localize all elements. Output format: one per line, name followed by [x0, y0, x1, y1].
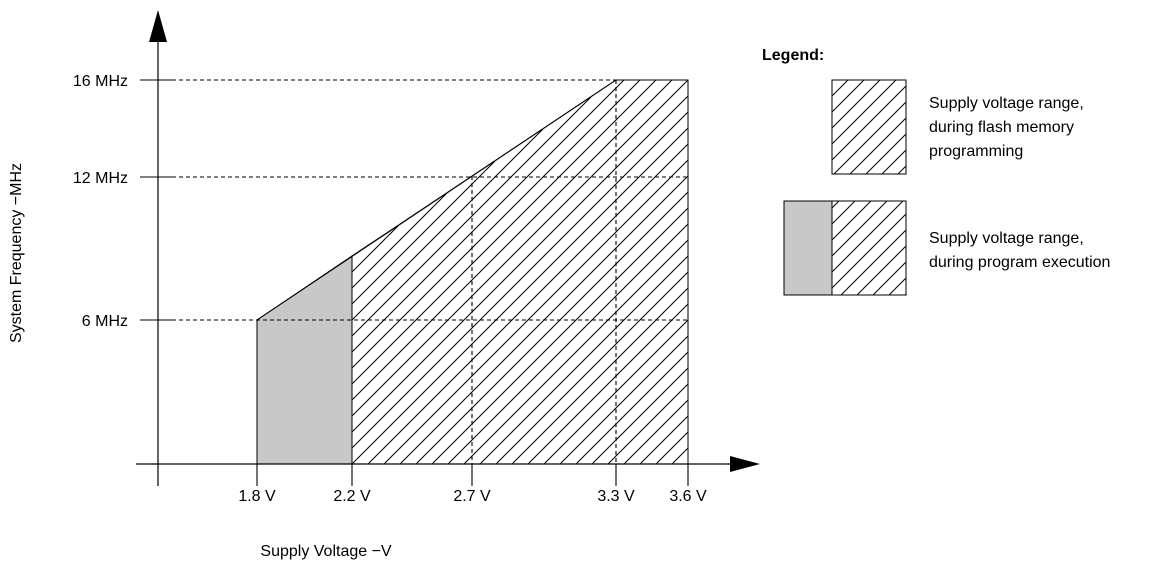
y-tick-label: 16 MHz: [73, 73, 128, 90]
axes-layer: [136, 10, 760, 486]
x-axis-label: Supply Voltage −V: [260, 543, 392, 560]
legend-entry-execution: Supply voltage range, during program exe…: [783, 200, 1110, 296]
region-program-execution-only: [256, 255, 353, 465]
region-layer: [256, 79, 689, 465]
y-axis-label: System Frequency −MHz: [8, 163, 25, 343]
x-tick-label: 1.8 V: [238, 488, 276, 505]
legend-entry-flash: Supply voltage range, during flash memor…: [831, 79, 1084, 175]
x-tick-label: 2.2 V: [333, 488, 371, 505]
legend-swatch-hatched-2: [831, 200, 907, 296]
legend-title: Legend:: [762, 47, 824, 64]
legend-entry-execution-line-1: Supply voltage range,: [929, 230, 1084, 247]
x-tick-label: 3.3 V: [597, 488, 635, 505]
x-axis-arrow-icon: [730, 456, 760, 472]
legend-entry-flash-line-2: during flash memory: [929, 119, 1074, 136]
y-axis-arrow-icon: [149, 10, 167, 42]
legend-entry-flash-line-3: programming: [929, 143, 1023, 160]
legend: Legend: Supply voltage range, during fla…: [762, 47, 1110, 296]
y-tick-label: 6 MHz: [82, 313, 128, 330]
grid-layer: [172, 79, 688, 464]
y-tick-label: 12 MHz: [73, 170, 128, 187]
legend-entry-flash-line-1: Supply voltage range,: [929, 95, 1084, 112]
x-tick-label: 2.7 V: [453, 488, 491, 505]
x-tick-label: 3.6 V: [669, 488, 707, 505]
region-flash-programming: [351, 79, 689, 465]
legend-swatch-hatched: [831, 79, 907, 175]
legend-swatch-gray: [783, 200, 833, 296]
tick-layer: 1.8 V 2.2 V 2.7 V 3.3 V 3.6 V 6 MHz 12 MHz 16 M…: [73, 73, 707, 505]
legend-entry-execution-line-2: during program execution: [929, 254, 1110, 271]
